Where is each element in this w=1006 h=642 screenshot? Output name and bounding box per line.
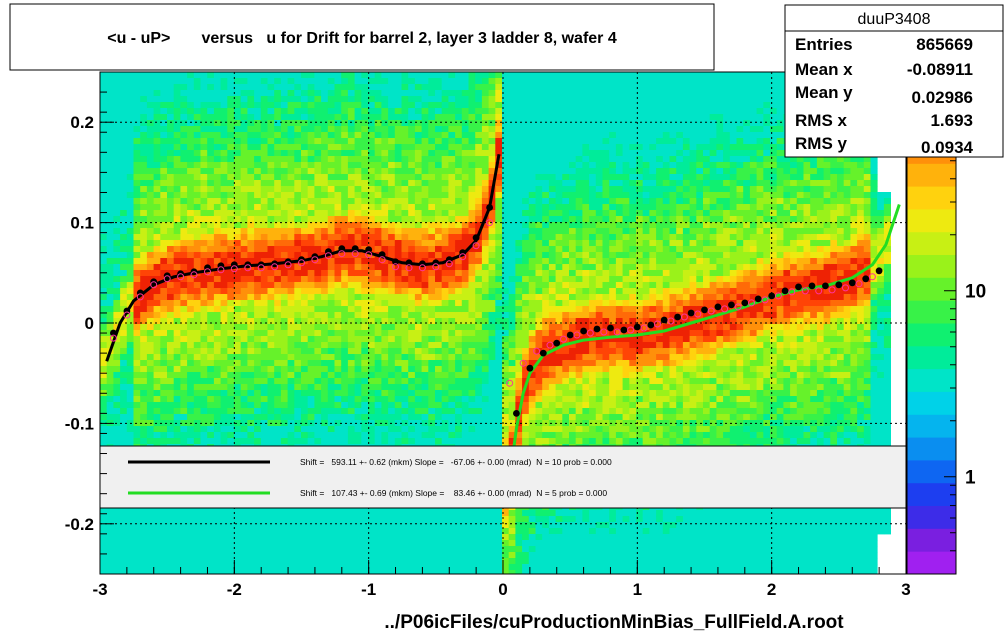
y-tick-label: -0.2 [65,515,94,534]
profile-point [701,307,708,314]
palette-band [907,209,956,232]
x-tick-label: 3 [901,580,910,599]
profile-point [741,300,748,307]
palette-band [907,437,956,460]
x-tick-label: 2 [767,580,776,599]
profile-point [768,293,775,300]
stats-label-mean-x: Mean x [795,60,853,79]
stats-value-mean-x: -0.08911 [907,60,973,79]
file-path-label: ../P06icFiles/cuProductionMinBias_FullFi… [384,612,844,633]
palette-band [907,369,956,392]
profile-point [527,365,534,372]
y-tick-label: 0.2 [70,113,94,132]
profile-point [795,284,802,291]
stats-label-rms-x: RMS x [795,111,848,130]
profile-point [553,340,560,347]
legend-entry-black: Shift = 593.11 +- 0.62 (mkm) Slope = -67… [300,457,612,467]
stats-value-entries: 865669 [916,35,973,54]
plot-title: <u - uP> versus u for Drift for barrel 2… [107,30,617,47]
palette-band [907,255,956,278]
palette-band [907,392,956,415]
profile-point [540,350,547,357]
palette-band [907,346,956,369]
profile-point [849,279,856,286]
profile-point [876,267,883,274]
stats-box: duuP3408 Entries 865669 Mean x -0.08911 … [785,5,1003,157]
x-tick-label: 0 [498,580,507,599]
palette-band [907,528,956,551]
profile-point [728,302,735,309]
x-tick-label: -2 [227,580,242,599]
fit-legend: Shift = 593.11 +- 0.62 (mkm) Slope = -67… [100,446,906,508]
profile-point [755,296,762,303]
profile-point [473,234,480,241]
palette-label: 10 [965,282,986,303]
stats-value-rms-y: 0.0934 [921,138,974,157]
profile-point [782,288,789,295]
palette-label: 1 [965,468,976,489]
x-tick-label: 1 [633,580,642,599]
profile-point [647,322,654,329]
stats-label-mean-y: Mean y [795,83,853,102]
palette-band [907,277,956,300]
profile-point [809,283,816,290]
profile-point [580,328,587,335]
profile-point [513,410,520,417]
profile-point [634,324,641,331]
profile-point [862,275,869,282]
profile-point [607,325,614,332]
palette-band [907,186,956,209]
profile-point [661,317,668,324]
palette-band [907,483,956,506]
palette-band [907,232,956,255]
profile-point [674,314,681,321]
y-tick-label: 0.1 [70,214,94,233]
x-tick-label: -1 [361,580,376,599]
stats-name: duuP3408 [858,11,931,28]
palette-band [907,163,956,186]
legend-entry-green: Shift = 107.43 +- 0.69 (mkm) Slope = 83.… [300,488,607,498]
profile-point [822,283,829,290]
profile-point [567,332,574,339]
palette-band [907,460,956,483]
profile-point [594,326,601,333]
profile-point [486,204,493,211]
y-tick-label: -0.1 [65,414,94,433]
stats-value-mean-y: 0.02986 [912,88,973,107]
title-box: <u - uP> versus u for Drift for barrel 2… [10,4,714,70]
stats-label-rms-y: RMS y [795,134,848,153]
x-tick-label: -3 [92,580,107,599]
y-tick-label: 0 [85,314,94,333]
stats-label-entries: Entries [795,35,853,54]
profile-point [688,310,695,317]
profile-point [835,281,842,288]
palette-band [907,323,956,346]
profile-point [715,304,722,311]
profile-point [621,327,628,334]
palette-band [907,300,956,323]
palette-band [907,414,956,437]
palette-band [907,551,956,574]
stats-value-rms-x: 1.693 [930,111,973,130]
palette-band [907,506,956,529]
